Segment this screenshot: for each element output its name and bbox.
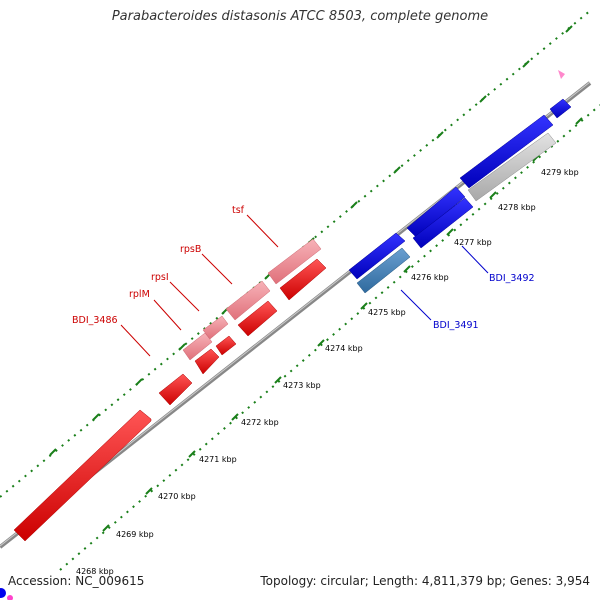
reverse-strand-genes — [13, 258, 327, 542]
outer-tick-marks — [49, 25, 573, 456]
accession-text: Accession: NC_009615 — [8, 574, 145, 588]
gene-lower-blue-arrow[interactable] — [412, 197, 474, 249]
gene-rplm-light[interactable] — [182, 332, 213, 361]
label-rpsb: rpsB — [180, 244, 201, 255]
gene-upper-blue-arrow[interactable] — [459, 114, 554, 189]
reverse-strand-light-genes — [182, 238, 322, 361]
label-tsf: tsf — [232, 205, 245, 216]
genome-summary-text: Topology: circular; Length: 4,811,379 bp… — [260, 574, 590, 588]
gene-rpsi-arrow-2[interactable] — [215, 335, 237, 356]
tick-label-4274: 4274 kbp — [325, 344, 363, 353]
label-bdi-3486: BDI_3486 — [72, 315, 118, 326]
tick-labels: 4269 kbp 4270 kbp 4271 kbp 4272 kbp 4273… — [76, 168, 579, 576]
forward-strand-genes — [348, 98, 572, 280]
inner-gridline — [59, 104, 600, 571]
gene-top-blue-arrow[interactable] — [549, 98, 572, 119]
gene-bdi-3486-arrow[interactable] — [13, 409, 152, 542]
pink-corner-marker — [558, 70, 565, 79]
tick-label-4276: 4276 kbp — [411, 273, 449, 282]
inner-tick-marks — [102, 117, 583, 532]
blue-corner-marker — [0, 588, 6, 598]
gene-rpsb-light[interactable] — [225, 280, 271, 321]
label-bdi-3491: BDI_3491 — [433, 320, 479, 331]
label-bdi-3492: BDI_3492 — [489, 273, 535, 284]
label-leaders — [120, 214, 489, 357]
gene-rplm-arrow[interactable] — [158, 373, 193, 406]
gene-grey-light[interactable] — [467, 132, 557, 202]
gene-bdi-3491-light[interactable] — [356, 247, 411, 294]
tick-label-4275: 4275 kbp — [368, 308, 406, 317]
tick-label-4270: 4270 kbp — [158, 492, 196, 501]
tick-label-4271: 4271 kbp — [199, 455, 237, 464]
map-title: Parabacteroides distasonis ATCC 8503, co… — [111, 9, 489, 24]
tick-label-4279: 4279 kbp — [541, 168, 579, 177]
tick-label-4273: 4273 kbp — [283, 381, 321, 390]
gene-rpsb-arrow[interactable] — [237, 300, 278, 337]
tick-label-4268: 4268 kbp — [76, 567, 114, 576]
tick-label-4277: 4277 kbp — [454, 238, 492, 247]
gene-tsf-arrow[interactable] — [279, 258, 327, 301]
gene-rpsi-arrow[interactable] — [194, 348, 220, 375]
gene-rpsi-light[interactable] — [202, 315, 229, 340]
label-rpsi: rpsI — [151, 272, 169, 283]
tick-label-4269: 4269 kbp — [116, 530, 154, 539]
magenta-corner-marker — [7, 595, 13, 600]
gene-tsf-light[interactable] — [267, 238, 322, 285]
gene-bdi-3492-arrow[interactable] — [406, 186, 466, 238]
label-rplm: rplM — [129, 289, 150, 300]
forward-strand-light-genes — [356, 132, 557, 294]
gene-bdi-3491-arrow[interactable] — [348, 232, 406, 280]
tick-label-4278: 4278 kbp — [498, 203, 536, 212]
gene-labels: tsf rpsB rpsI rplM BDI_3486 BDI_3492 BDI… — [72, 205, 535, 331]
tick-label-4272: 4272 kbp — [241, 418, 279, 427]
